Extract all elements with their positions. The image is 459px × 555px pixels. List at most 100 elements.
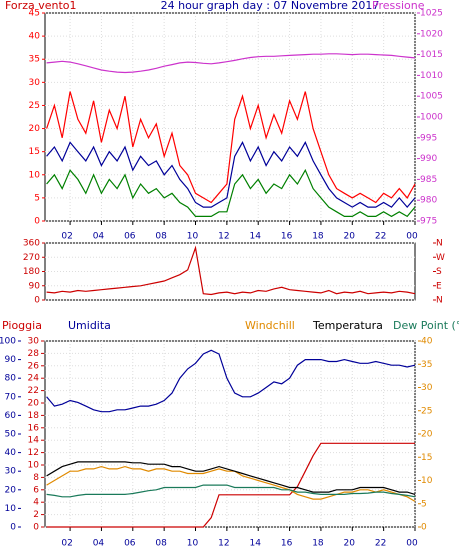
y-tick-label: 22 [28, 386, 39, 396]
y3-tick-label: 60 [5, 411, 17, 421]
x-tick-label: 08 [155, 539, 167, 549]
y3-tick-label: 70 [5, 392, 17, 402]
y-tick-label: 10 [29, 170, 41, 180]
y2-tick-label: 1005 [420, 92, 443, 102]
series-line [46, 349, 416, 413]
y-tick-label: 35 [29, 55, 40, 65]
y2-tick-label: 985 [420, 175, 437, 185]
x-tick-label: 22 [375, 539, 386, 549]
series-line [46, 91, 416, 204]
y3-tick-label: 80 [5, 374, 17, 384]
y2-tick-label: 975 [420, 217, 437, 227]
x-tick-label: 12 [218, 232, 229, 242]
x-tick-label: 14 [249, 232, 261, 242]
x-tick-label: 06 [124, 539, 136, 549]
y2-tick-label: 1015 [420, 50, 443, 60]
y-tick-label: 360 [23, 239, 40, 249]
y2-tick-label: 15 [421, 453, 432, 463]
y-tick-label: 16 [28, 423, 40, 433]
y2-tick-label: 1010 [420, 71, 443, 81]
y2-tick-label: S [436, 267, 442, 277]
y-tick-label: 20 [29, 124, 41, 134]
series-line [46, 53, 416, 74]
y-tick-label: 2 [33, 510, 39, 520]
y-tick-label: 270 [23, 253, 40, 263]
y-tick-label: 12 [28, 448, 39, 458]
x-tick-label: 20 [344, 232, 356, 242]
y2-tick-label: 980 [420, 196, 437, 206]
x-tick-label: 02 [61, 232, 72, 242]
y-tick-label: 8 [33, 473, 39, 483]
y2-tick-label: 10 [421, 476, 433, 486]
y-tick-label: 18 [28, 411, 40, 421]
legend-label: Temperatura [312, 319, 383, 332]
chart-title: 24 hour graph day : 07 Novembre 2017 [161, 0, 380, 12]
y-tick-label: 28 [28, 349, 40, 359]
y-tick-label: 15 [29, 147, 40, 157]
y2-tick-label: 35 [421, 360, 432, 370]
x-tick-label: 18 [312, 232, 324, 242]
series-line [46, 484, 416, 498]
y-tick-label: 24 [28, 374, 40, 384]
y2-tick-label: 990 [420, 154, 437, 164]
x-tick-label: 10 [187, 539, 199, 549]
x-tick-label: 12 [218, 539, 229, 549]
y-tick-label: 20 [28, 399, 40, 409]
x-tick-label: 20 [344, 539, 356, 549]
y-tick-label: 30 [28, 337, 40, 347]
y2-tick-label: E [436, 281, 442, 291]
x-tick-label: 06 [124, 232, 136, 242]
y3-tick-label: 40 [5, 448, 17, 458]
y-tick-label: 0 [33, 523, 39, 533]
y2-tick-label: 25 [421, 406, 432, 416]
x-tick-label: 04 [93, 232, 105, 242]
y-tick-label: 10 [28, 461, 40, 471]
legend-label: Windchill [245, 319, 295, 332]
y2-tick-label: 30 [421, 383, 433, 393]
y-tick-label: 30 [29, 78, 41, 88]
series-line [46, 168, 416, 218]
y3-tick-label: 0 [10, 523, 16, 533]
y-axis-label: Forza vento1 [5, 0, 77, 12]
x-tick-label: 16 [281, 539, 293, 549]
y2-tick-label: 1025 [420, 9, 443, 19]
y3-tick-label: 90 [5, 355, 17, 365]
y-tick-label: 40 [29, 32, 41, 42]
y-tick-label: 14 [28, 436, 40, 446]
legend-label: Pioggia [2, 319, 42, 332]
legend-label: Umidita [68, 319, 111, 332]
y-tick-label: 26 [28, 361, 40, 371]
x-tick-label: 02 [61, 539, 72, 549]
y2-tick-label: 1020 [420, 29, 443, 39]
y2-tick-label: 0 [421, 523, 427, 533]
y3-tick-label: 10 [5, 504, 17, 514]
y2-tick-label: W [436, 253, 445, 263]
y-tick-label: 180 [23, 267, 40, 277]
x-tick-label: 10 [187, 232, 199, 242]
x-tick-label: 14 [249, 539, 261, 549]
y2-tick-label: 5 [421, 499, 427, 509]
y-tick-label: 5 [34, 193, 40, 203]
x-tick-label: 08 [155, 232, 167, 242]
y-tick-label: 6 [33, 485, 39, 495]
y3-tick-label: 30 [5, 467, 17, 477]
y-tick-label: 25 [29, 101, 40, 111]
series-line [46, 442, 415, 528]
y-tick-label: 4 [33, 498, 39, 508]
y-tick-label: 0 [34, 217, 40, 227]
plot-area [44, 12, 416, 222]
y-tick-label: 45 [29, 9, 40, 19]
x-tick-label: 18 [312, 539, 324, 549]
y-tick-label: 90 [29, 281, 41, 291]
y3-tick-label: 100 [0, 337, 16, 347]
y3-tick-label: 50 [5, 430, 17, 440]
y2-tick-label: 1000 [420, 113, 443, 123]
x-tick-label: 04 [93, 539, 105, 549]
y3-tick-label: 20 [5, 485, 17, 495]
y2-axis-label: Pressione [372, 0, 425, 12]
y2-tick-label: 40 [421, 337, 433, 347]
y2-tick-label: N [436, 296, 443, 306]
x-tick-label: 00 [406, 232, 418, 242]
